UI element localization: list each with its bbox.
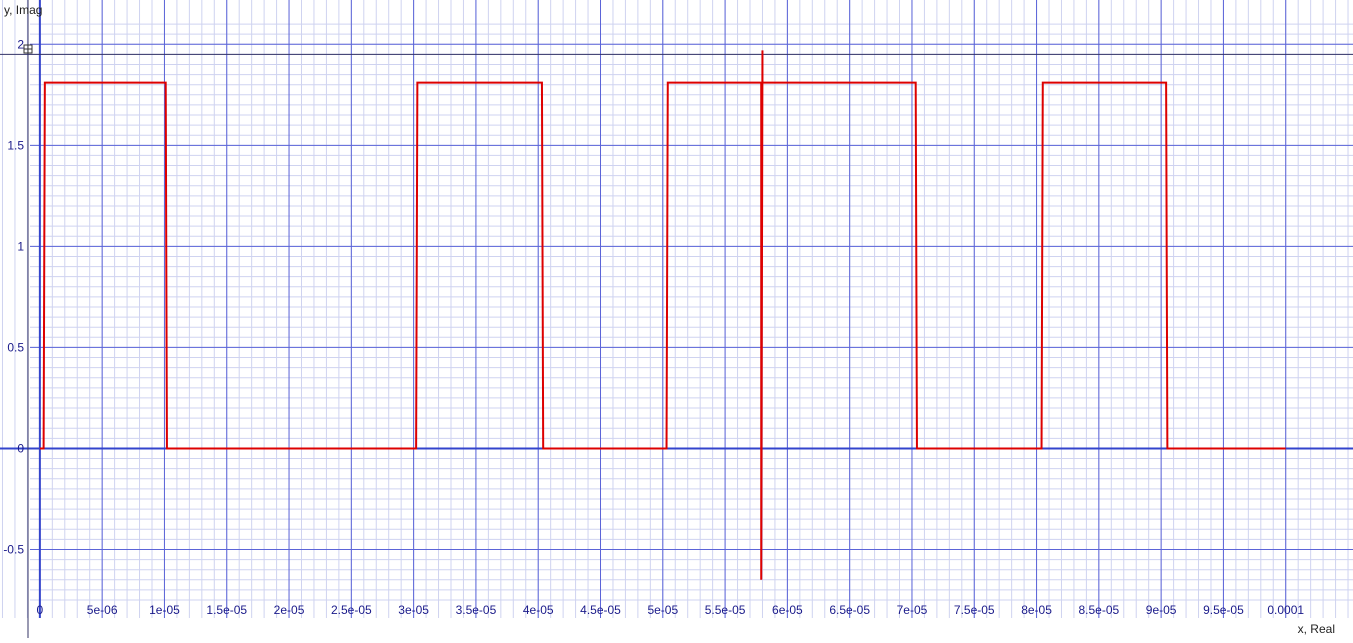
series-line [39, 50, 1286, 580]
x-tick-label: 6e-05 [772, 603, 803, 617]
x-axis-label: x, Real [1298, 622, 1335, 636]
x-tick-label: 8e-05 [1021, 603, 1052, 617]
x-tick-label: 1e-05 [149, 603, 180, 617]
minor-grid [1, 0, 1353, 618]
x-tick-label: 3.5e-05 [456, 603, 497, 617]
y-tick-label: 0 [17, 441, 24, 455]
x-tick-label: 7.5e-05 [954, 603, 995, 617]
x-tick-label: 7e-05 [897, 603, 928, 617]
x-tick-label: 2e-05 [274, 603, 305, 617]
x-tick-label: 8.5e-05 [1078, 603, 1119, 617]
x-tick-label: 9.5e-05 [1203, 603, 1244, 617]
tick-labels: 0 5e-06 1e-05 1.5e-05 2e-05 2.5e-05 3e-05 3.5e-… [3, 37, 1304, 617]
x-tick-label: 0 [37, 603, 44, 617]
x-tick-label: 5e-05 [647, 603, 678, 617]
y-tick-label: 1 [17, 239, 24, 253]
crosshair-marker-icon[interactable] [23, 44, 33, 54]
y-tick-label: 2 [17, 37, 24, 51]
y-tick-label: -0.5 [3, 542, 24, 556]
x-tick-label: 2.5e-05 [331, 603, 372, 617]
x-tick-label: 6.5e-05 [829, 603, 870, 617]
x-tick-label: 5e-06 [87, 603, 118, 617]
x-tick-label: 5.5e-05 [705, 603, 746, 617]
x-tick-label: 0.0001 [1267, 603, 1304, 617]
x-tick-label: 9e-05 [1146, 603, 1177, 617]
y-tick-label: 0.5 [7, 340, 24, 354]
y-axis-label: y, Imag [4, 3, 42, 17]
y-tick-label: 1.5 [7, 138, 24, 152]
x-tick-label: 3e-05 [398, 603, 429, 617]
x-tick-label: 1.5e-05 [206, 603, 247, 617]
x-tick-label: 4e-05 [523, 603, 554, 617]
series-layer [39, 50, 1286, 580]
x-tick-label: 4.5e-05 [580, 603, 621, 617]
